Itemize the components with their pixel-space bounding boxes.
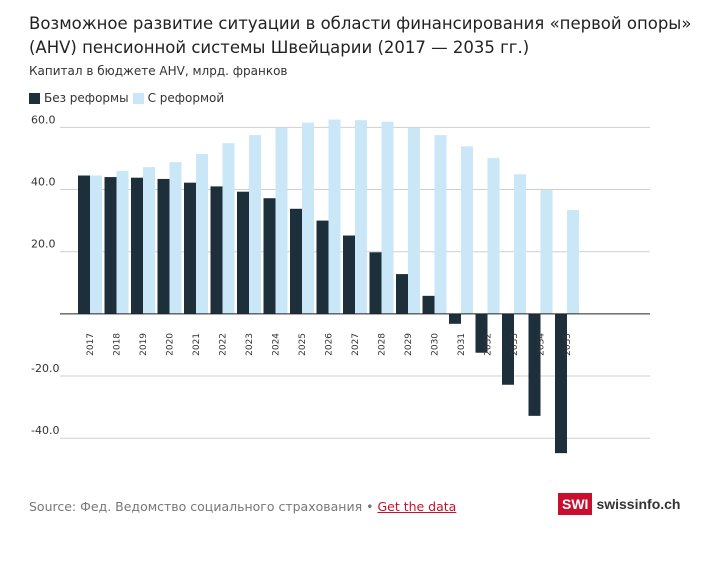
x-tick-label: 2021 — [192, 333, 202, 356]
source-text: Source: Фед. Ведомство социального страх… — [29, 499, 374, 514]
bar-no-reform — [290, 208, 302, 314]
x-tick-label: 2030 — [431, 333, 441, 356]
chart-title: Возможное развитие ситуации в области фи… — [29, 14, 692, 57]
bar-with-reform — [169, 162, 182, 314]
x-tick-label: 2022 — [219, 333, 229, 356]
bar-with-reform — [302, 122, 314, 314]
legend-swatch-with-reform — [132, 92, 144, 104]
bar-no-reform — [555, 313, 567, 454]
x-tick-label: 2032 — [484, 333, 494, 356]
x-tick-label: 2017 — [86, 333, 96, 356]
get-data-link[interactable]: Get the data — [377, 499, 457, 514]
legend-item-with-reform[interactable]: С реформой — [132, 91, 225, 105]
bar-with-reform — [196, 154, 208, 314]
bar-no-reform — [78, 175, 90, 314]
footer: Source: Фед. Ведомство социального страх… — [29, 499, 456, 514]
legend-label-no-reform: Без реформы — [44, 91, 129, 105]
bar-no-reform — [396, 274, 408, 314]
bar-with-reform — [222, 143, 235, 314]
x-tick-label: 2025 — [298, 333, 308, 356]
x-tick-label: 2024 — [272, 333, 282, 356]
bar-no-reform — [528, 313, 541, 416]
x-tick-label: 2035 — [563, 333, 573, 356]
y-tick-label: 20.0 — [31, 238, 56, 251]
bar-with-reform — [461, 146, 473, 314]
bar-no-reform — [184, 182, 196, 314]
bar-no-reform — [210, 186, 223, 314]
bar-no-reform — [237, 191, 249, 314]
legend-swatch-no-reform — [29, 92, 40, 104]
bar-no-reform — [343, 235, 355, 314]
bar-with-reform — [328, 119, 341, 314]
x-tick-label: 2020 — [166, 333, 176, 356]
bar-with-reform — [540, 190, 553, 314]
x-tick-label: 2031 — [457, 333, 467, 356]
bar-no-reform — [475, 313, 488, 353]
legend-item-no-reform[interactable]: Без реформы — [29, 91, 129, 105]
bar-with-reform — [116, 170, 129, 314]
bar-no-reform — [316, 220, 329, 314]
bar-with-reform — [143, 167, 155, 314]
x-tick-label: 2019 — [139, 333, 149, 356]
y-tick-label: -40.0 — [31, 424, 59, 437]
bar-no-reform — [502, 313, 514, 385]
x-tick-label: 2033 — [510, 333, 520, 356]
x-tick-label: 2028 — [378, 333, 388, 356]
bar-with-reform — [381, 121, 394, 314]
x-tick-label: 2027 — [351, 333, 361, 356]
bar-no-reform — [157, 178, 170, 314]
bar-with-reform — [355, 120, 367, 314]
bar-with-reform — [487, 158, 500, 314]
x-tick-label: 2018 — [113, 333, 123, 356]
bar-no-reform — [422, 295, 435, 314]
brand-logo[interactable]: SWI swissinfo.ch — [558, 493, 680, 515]
bar-with-reform — [408, 127, 420, 314]
brand-box: SWI — [558, 493, 593, 515]
bar-with-reform — [567, 210, 579, 314]
bar-no-reform — [104, 177, 117, 314]
bar-with-reform — [249, 135, 261, 314]
chart-subtitle: Капитал в бюджете AHV, млрд. франков — [29, 64, 288, 78]
bar-no-reform — [449, 313, 461, 324]
legend-label-with-reform: С реформой — [147, 91, 225, 105]
legend: Без реформы С реформой — [29, 91, 228, 105]
bar-chart: 60.0 40.0 20.0 -20.0 -40.0 2017 2018 2019 2020 20… — [31, 113, 650, 454]
x-tick-label: 2034 — [537, 333, 547, 356]
bar-with-reform — [90, 175, 102, 314]
bar-with-reform — [514, 174, 526, 314]
y-tick-label: 60.0 — [31, 113, 56, 126]
bar-with-reform — [275, 127, 288, 314]
bar-no-reform — [131, 177, 143, 314]
bar-with-reform — [434, 135, 447, 314]
bar-no-reform — [263, 198, 276, 314]
brand-name: swissinfo.ch — [596, 496, 681, 512]
y-tick-label: 40.0 — [31, 176, 56, 189]
x-tick-label: 2026 — [325, 333, 335, 356]
x-tick-label: 2023 — [245, 333, 255, 356]
bar-no-reform — [369, 252, 382, 314]
y-tick-label: -20.0 — [31, 362, 59, 375]
x-tick-label: 2029 — [404, 333, 414, 356]
